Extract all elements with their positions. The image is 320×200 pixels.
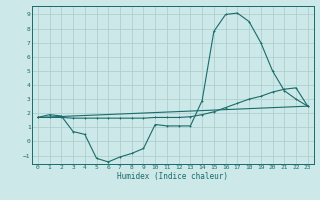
- X-axis label: Humidex (Indice chaleur): Humidex (Indice chaleur): [117, 172, 228, 181]
